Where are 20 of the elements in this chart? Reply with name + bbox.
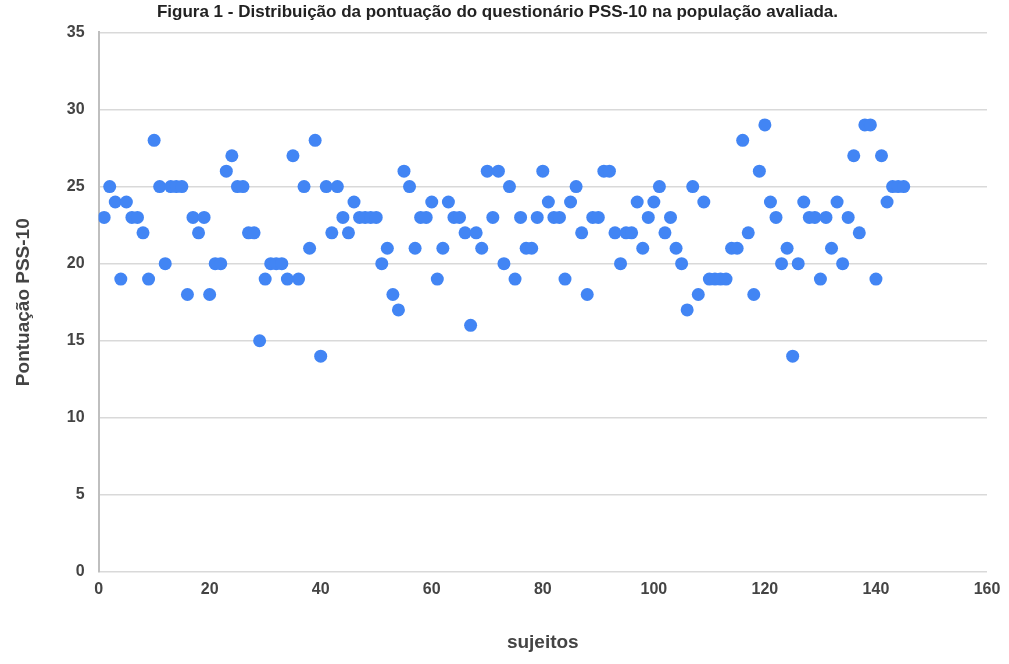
- y-tick-label: 25: [66, 176, 85, 194]
- x-tick-label: 40: [311, 580, 330, 598]
- x-tick-label: 100: [640, 580, 668, 598]
- x-axis-title: sujeitos: [506, 630, 579, 652]
- x-tick-label: 80: [533, 580, 552, 598]
- y-tick-label: 0: [75, 562, 85, 580]
- y-tick-label: 15: [66, 331, 85, 349]
- x-tick-label: 60: [422, 580, 441, 598]
- x-tick-label: 0: [94, 580, 104, 598]
- chart-title: Figura 1 - Distribuição da pontuação do questionário PSS-10 na população avaliada.: [156, 1, 839, 21]
- x-tick-label: 140: [862, 580, 890, 598]
- x-tick-label: 20: [200, 580, 219, 598]
- y-axis-title: Pontuação PSS-10: [11, 218, 33, 387]
- y-tick-label: 30: [66, 99, 85, 117]
- x-tick-label: 160: [973, 580, 1001, 598]
- y-tick-label: 5: [75, 485, 85, 503]
- y-tick-label: 10: [66, 408, 85, 426]
- x-tick-label: 120: [751, 580, 779, 598]
- y-tick-label: 35: [66, 22, 85, 40]
- y-tick-label: 20: [66, 254, 85, 272]
